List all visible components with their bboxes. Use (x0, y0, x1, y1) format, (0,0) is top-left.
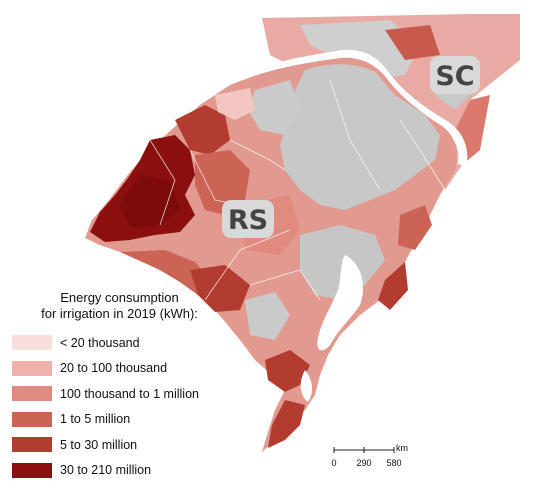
legend-item: 20 to 100 thousand (12, 356, 227, 382)
lagoon-water (317, 255, 364, 351)
legend-item: < 20 thousand (12, 330, 227, 356)
legend-item: 100 thousand to 1 million (12, 381, 227, 407)
rs-gray-area-4 (245, 292, 290, 340)
legend-label: 100 thousand to 1 million (60, 386, 199, 401)
rs-pale-northwest (215, 88, 255, 120)
rs-east-coast (398, 205, 432, 250)
scale-bar-label-1: 290 (356, 458, 371, 468)
legend-title: Energy consumption for irrigation in 201… (12, 290, 227, 322)
rs-gray-area-2 (248, 80, 300, 135)
sc-label-box (430, 56, 480, 94)
rs-gray-area (280, 64, 440, 210)
legend-item: 5 to 30 million (12, 432, 227, 458)
legend-swatch (12, 437, 52, 453)
legend-title-line2: for irrigation in 2019 (kWh): (41, 306, 198, 321)
scale-bar-unit: km (396, 444, 408, 453)
rs-darker-west (120, 175, 180, 228)
scale-bar: km 0 290 580 (331, 444, 408, 468)
rs-west-medium (175, 105, 230, 155)
legend-swatch (12, 462, 52, 478)
legend-item: 1 to 5 million (12, 407, 227, 433)
lagoon-water-2 (300, 370, 312, 402)
rs-label: RS (228, 205, 268, 236)
legend-label: 1 to 5 million (60, 412, 131, 427)
legend-title-line1: Energy consumption (60, 290, 179, 305)
legend-item: 30 to 210 million (12, 458, 227, 484)
rs-center-medium (195, 150, 250, 215)
sc-dark-patch (385, 25, 440, 60)
scale-bar-label-0: 0 (331, 458, 336, 468)
legend-label: 5 to 30 million (60, 437, 138, 452)
rs-label-box (222, 200, 274, 238)
legend-label: 30 to 210 million (60, 463, 152, 478)
legend-items: < 20 thousand 20 to 100 thousand 100 thous… (12, 330, 227, 483)
sc-label: SC (435, 61, 474, 92)
legend-label: < 20 thousand (60, 335, 140, 350)
legend-swatch (12, 335, 52, 351)
rs-coast-lagoon-south (265, 350, 310, 392)
legend: Energy consumption for irrigation in 201… (12, 290, 227, 483)
rs-east-coast-2 (378, 262, 408, 310)
rs-region (85, 57, 457, 452)
legend-swatch (12, 360, 52, 376)
rs-south-tip (268, 400, 305, 448)
rs-south-dark (190, 265, 250, 312)
scale-bar-label-2: 580 (386, 458, 401, 468)
legend-swatch (12, 386, 52, 402)
legend-label: 20 to 100 thousand (60, 361, 168, 376)
legend-swatch (12, 411, 52, 427)
state-border-river (227, 49, 468, 166)
